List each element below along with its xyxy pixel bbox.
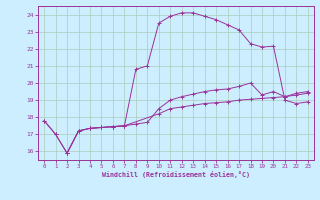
X-axis label: Windchill (Refroidissement éolien,°C): Windchill (Refroidissement éolien,°C)	[102, 171, 250, 178]
